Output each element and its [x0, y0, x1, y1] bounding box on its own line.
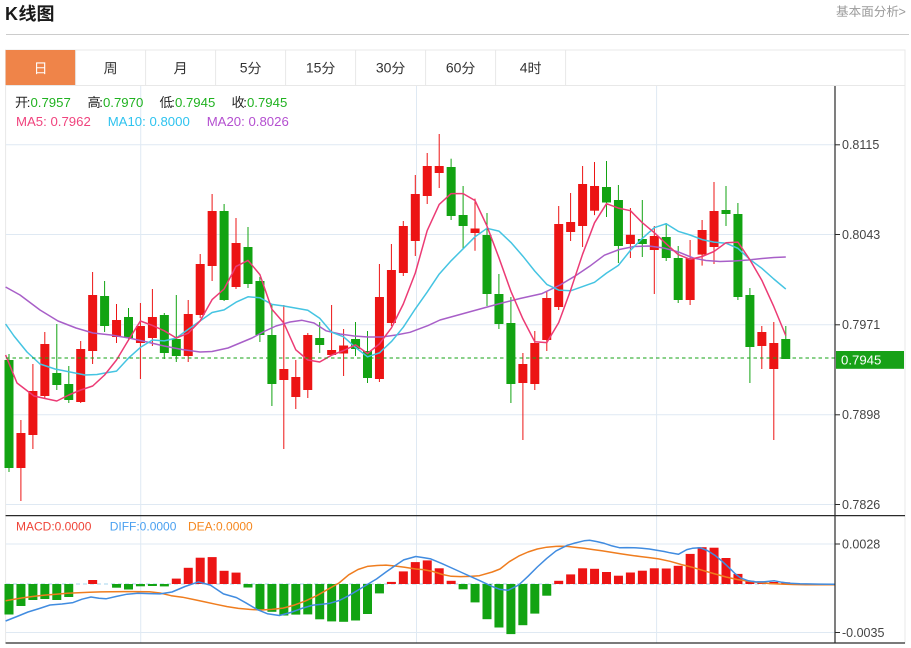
svg-text:0.0028: 0.0028 [842, 537, 880, 551]
svg-text:60: 60 [446, 60, 462, 76]
svg-text:-0.0035: -0.0035 [842, 626, 884, 640]
svg-text::0.7970: :0.7970 [99, 95, 143, 110]
svg-text:0.7971: 0.7971 [842, 318, 880, 332]
svg-text:0.7898: 0.7898 [842, 408, 880, 422]
svg-text:DEA:0.0000: DEA:0.0000 [188, 520, 253, 534]
svg-text::0.7945: :0.7945 [171, 95, 215, 110]
svg-text::0.7945: :0.7945 [243, 95, 287, 110]
svg-text:5: 5 [240, 60, 248, 76]
svg-text:>: > [899, 5, 906, 19]
svg-text:30: 30 [376, 60, 392, 76]
svg-text:0.8043: 0.8043 [842, 228, 880, 242]
svg-text:0.8115: 0.8115 [842, 138, 879, 152]
svg-text:MA5: 0.7962: MA5: 0.7962 [16, 114, 91, 129]
svg-text:DIFF:0.0000: DIFF:0.0000 [110, 520, 177, 534]
svg-text::0.7957: :0.7957 [27, 95, 71, 110]
svg-text:MA20: 0.8026: MA20: 0.8026 [207, 114, 289, 129]
svg-text:15: 15 [306, 60, 322, 76]
svg-text:MACD:0.0000: MACD:0.0000 [16, 520, 92, 534]
svg-text:0.7826: 0.7826 [842, 498, 880, 512]
svg-text:K: K [5, 4, 18, 24]
svg-text:0.7945: 0.7945 [841, 353, 881, 368]
svg-text:MA10: 0.8000: MA10: 0.8000 [108, 114, 190, 129]
svg-text:4: 4 [520, 60, 528, 76]
